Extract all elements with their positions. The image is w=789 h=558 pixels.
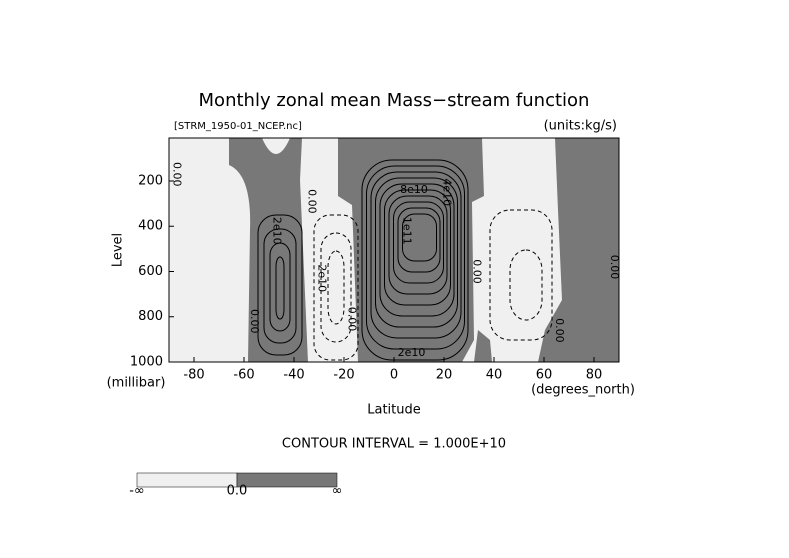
contour-lines — [257, 159, 553, 361]
contour-label: 2e10 — [398, 346, 426, 359]
y-tick-label: 600 — [138, 264, 163, 279]
x-tick-label: 40 — [486, 368, 503, 383]
contour — [393, 201, 444, 284]
contour-label: 1e11 — [401, 217, 414, 245]
contour — [269, 242, 291, 332]
contour-interval: CONTOUR INTERVAL = 1.000E+10 — [282, 437, 506, 452]
x-tick-label: -60 — [233, 368, 254, 383]
contour — [327, 250, 345, 325]
contour — [320, 232, 352, 343]
positive-shading — [474, 330, 492, 362]
contour-label: 8e10 — [400, 183, 428, 196]
contour — [370, 171, 462, 339]
contour-label: 0.00 — [248, 309, 261, 334]
contour — [361, 159, 469, 361]
contour-label: 4e10 — [441, 178, 454, 206]
contour — [313, 214, 359, 361]
contour-label: 2e10 — [271, 217, 284, 245]
y-tick-label: 1000 — [130, 355, 163, 370]
y-tick-label: 800 — [138, 309, 163, 324]
y-tick-label: 400 — [138, 219, 163, 234]
colorbar-label: -∞ — [129, 484, 145, 499]
positive-shading — [338, 138, 484, 362]
colorbar: -∞ 0.0 ∞ — [129, 472, 343, 499]
x-tick-label: 0 — [390, 368, 398, 383]
contour-label: 0.00 — [608, 255, 621, 280]
contour — [384, 189, 451, 306]
contour — [397, 207, 441, 273]
positive-shading — [229, 138, 308, 362]
positive-shading — [538, 138, 619, 362]
colorbar-swatch — [136, 472, 238, 488]
contour-label: 0.00 — [171, 162, 184, 187]
contour — [402, 213, 437, 262]
contour — [388, 195, 448, 295]
contour — [375, 177, 458, 328]
contour — [489, 209, 553, 341]
contour-label: 0.00 — [306, 189, 319, 214]
contour — [263, 228, 297, 344]
x-tick-label: -20 — [333, 368, 354, 383]
units: (units:kg/s) — [544, 119, 617, 134]
contour — [379, 183, 455, 317]
contour — [275, 256, 285, 320]
chart-title: Monthly zonal mean Mass−stream function — [199, 90, 590, 111]
contour — [257, 214, 303, 356]
x-axis-label: Latitude — [367, 403, 421, 418]
x-tick-label: -80 — [183, 368, 204, 383]
x-tick-label: 60 — [536, 368, 553, 383]
x-axis-unit: (degrees_north) — [531, 383, 635, 398]
colorbar-label: ∞ — [332, 484, 343, 499]
subtitle: [STRM_1950-01_NCEP.nc] — [174, 121, 302, 132]
colorbar-label: 0.0 — [227, 484, 248, 499]
contour-label: 2e10 — [316, 264, 329, 292]
x-tick-label: -40 — [283, 368, 304, 383]
x-tick-label: 80 — [586, 368, 603, 383]
contour-label: 0.00 — [471, 259, 484, 284]
colorbar-swatch — [236, 472, 338, 488]
y-axis-label: Level — [111, 233, 126, 267]
field — [229, 138, 619, 362]
contour — [366, 165, 465, 350]
y-tick-label: 200 — [138, 173, 163, 188]
contour — [509, 249, 543, 321]
y-axis-unit: (millibar) — [107, 376, 166, 391]
contour-label: 0.00 — [346, 307, 359, 332]
x-tick-label: 20 — [436, 368, 453, 383]
contour-label: 0.00 — [553, 318, 566, 343]
